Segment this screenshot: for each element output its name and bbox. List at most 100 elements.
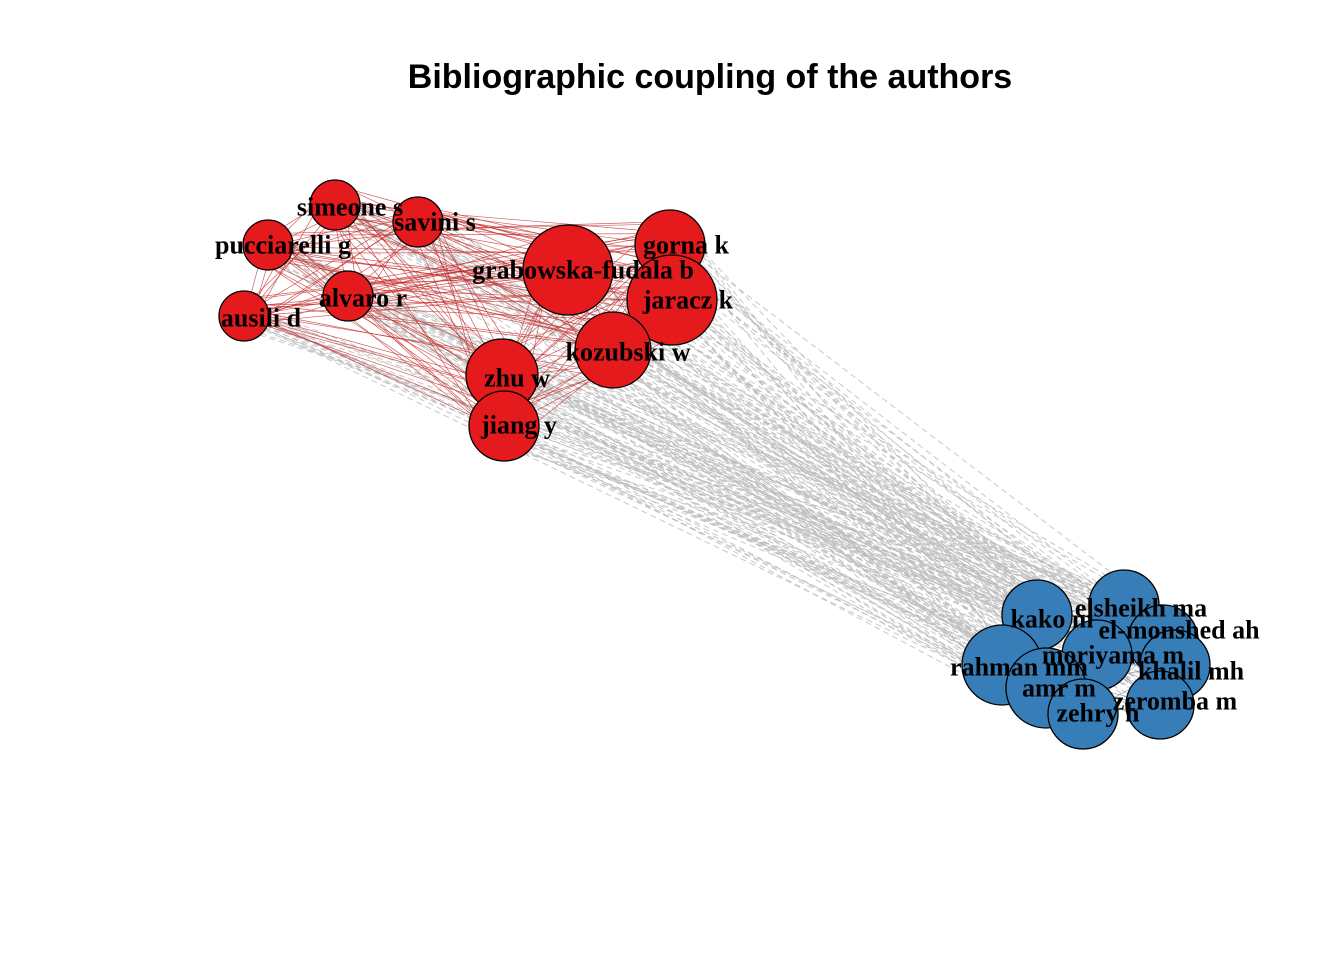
inter-cluster-edge — [594, 336, 1176, 626]
intra-cluster-edge — [260, 320, 503, 420]
intra-cluster-edge — [336, 272, 690, 285]
inter-cluster-edge — [659, 243, 1159, 666]
node-jiang-y — [468, 390, 540, 462]
inter-cluster-edge — [410, 235, 1143, 635]
inter-cluster-edge — [246, 304, 1091, 724]
inter-cluster-edge — [258, 245, 1153, 686]
inter-cluster-edge — [662, 300, 1158, 670]
node-kozubski-w — [574, 311, 652, 389]
inter-cluster-edge — [504, 413, 1159, 682]
inter-cluster-edge — [254, 323, 1050, 709]
node-label: alvaro r — [319, 284, 407, 313]
inter-cluster-edge — [695, 272, 1117, 598]
intra-cluster-edge — [331, 229, 686, 296]
intra-cluster-edge — [249, 235, 689, 317]
inter-cluster-edge — [634, 371, 1028, 597]
node-label: moriyama m — [1042, 641, 1185, 670]
inter-cluster-edge — [658, 298, 1143, 691]
node-label: amr m — [1022, 674, 1096, 703]
intra-cluster-edge — [255, 257, 501, 421]
node-label: kozubski w — [566, 338, 691, 367]
inter-cluster-edge — [608, 366, 1134, 615]
intra-cluster-edge — [257, 249, 601, 330]
intra-cluster-edge — [322, 208, 485, 405]
inter-cluster-edge — [513, 384, 1106, 641]
node-label: ausili d — [221, 304, 302, 333]
node-zeromba-m — [1125, 670, 1195, 740]
inter-cluster-edge — [546, 269, 999, 653]
inter-cluster-edge — [517, 377, 1155, 627]
inter-cluster-edge — [595, 365, 1177, 654]
node-label: grabowska-fudala b — [472, 256, 694, 285]
inter-cluster-edge — [502, 370, 1137, 617]
inter-cluster-edge — [492, 414, 1032, 606]
inter-cluster-edge — [655, 257, 1128, 610]
inter-cluster-edge — [664, 234, 1076, 733]
inter-cluster-edge — [674, 288, 1051, 626]
node-label: pucciarelli g — [215, 231, 351, 260]
inter-cluster-edge — [504, 442, 1069, 665]
intra-cluster-edge — [355, 288, 605, 340]
intra-cluster-edge — [254, 310, 596, 377]
intra-cluster-edge — [250, 234, 482, 404]
inter-cluster-edge — [648, 264, 1043, 605]
intra-cluster-edge — [284, 245, 498, 413]
node-label: zeromba m — [1113, 687, 1238, 716]
inter-cluster-edge — [229, 307, 1068, 708]
inter-cluster-edge — [512, 432, 982, 684]
inter-cluster-edge — [511, 393, 1142, 720]
inter-cluster-edge — [520, 370, 1189, 663]
inter-cluster-edge — [683, 319, 1078, 721]
node-alvaro-r — [322, 270, 374, 322]
node-label: simeone s — [297, 193, 403, 222]
inter-cluster-edge — [649, 247, 1184, 674]
node-label: elsheikh ma — [1075, 594, 1207, 623]
inter-cluster-edge — [495, 430, 1127, 605]
inter-cluster-edge — [521, 385, 1067, 707]
intra-cluster-edge — [271, 231, 491, 380]
node-ausili-d — [218, 290, 270, 342]
inter-cluster-edge — [247, 311, 1152, 724]
inter-cluster-edge — [647, 315, 1184, 625]
inter-cluster-edge — [500, 427, 1035, 672]
inter-cluster-edge — [403, 211, 1013, 675]
node-grabowska-fudala-b — [522, 224, 614, 316]
intra-cluster-edge — [332, 249, 546, 286]
inter-cluster-edge — [689, 325, 1136, 594]
inter-cluster-edge — [406, 230, 1114, 646]
node-pucciarelli-g — [242, 219, 294, 271]
intra-cluster-edge — [348, 215, 484, 425]
inter-cluster-edge — [507, 363, 1044, 673]
inter-cluster-edge — [332, 206, 1105, 647]
inter-cluster-edge — [658, 263, 1153, 650]
inter-cluster-edge — [258, 238, 1018, 620]
inter-cluster-edge — [652, 281, 992, 665]
inter-cluster-edge — [509, 393, 1024, 627]
inter-cluster-edge — [546, 260, 1021, 612]
node-label: khalil mh — [1138, 657, 1245, 686]
inter-cluster-edge — [494, 406, 1136, 606]
node-label: savini s — [394, 208, 476, 237]
inter-cluster-edge — [608, 339, 1051, 665]
inter-cluster-edge — [501, 370, 1045, 710]
node-label: el-monshed ah — [1098, 616, 1260, 645]
chart-title: Bibliographic coupling of the authors — [407, 58, 1013, 96]
inter-cluster-edge — [675, 240, 1178, 624]
node-label: kako m — [1010, 605, 1093, 634]
inter-cluster-edge — [679, 307, 1148, 718]
inter-cluster-edge — [357, 302, 1085, 716]
inter-cluster-edge — [511, 434, 1023, 659]
inter-cluster-edge — [347, 288, 1034, 616]
inter-cluster-edge — [508, 410, 1144, 629]
inter-cluster-edge — [664, 286, 1087, 642]
inter-cluster-edge — [678, 224, 1029, 680]
intra-cluster-edge — [254, 217, 406, 309]
node-label: zhu w — [484, 364, 550, 393]
inter-cluster-edge — [502, 434, 1088, 676]
intra-cluster-edge — [238, 316, 505, 391]
node-jaracz-k — [626, 254, 718, 346]
inter-cluster-edge — [634, 330, 1174, 688]
inter-cluster-edge — [689, 312, 1172, 645]
